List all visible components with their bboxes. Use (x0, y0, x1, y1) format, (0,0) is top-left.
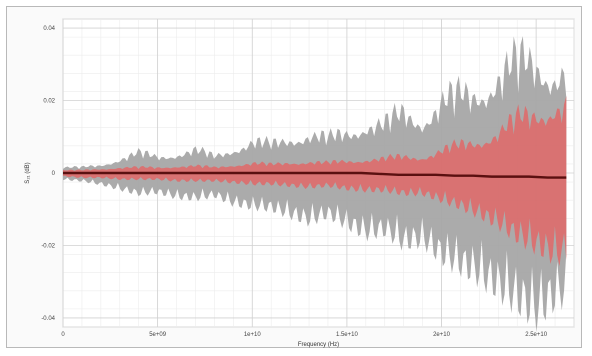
y-tick-label: -0.04 (41, 316, 55, 322)
y-tick-label: 0.04 (43, 26, 55, 32)
chart-svg: 0 5e+09 1e+10 1.5e+10 2e+10 2.5e+10 0.04 0.02 0 -… (25, 18, 575, 348)
x-tick-label: 2.5e+10 (525, 332, 548, 338)
series-band-1 (63, 95, 567, 267)
y-axis-title: S₂₁ (dB) (25, 162, 31, 183)
series-line-2 (63, 171, 567, 179)
y-tick-label: -0.02 (41, 243, 55, 249)
y-tick-label: 0.02 (43, 99, 55, 105)
chart-frame: 0 5e+09 1e+10 1.5e+10 2e+10 2.5e+10 0.04 0.02 0 -… (6, 6, 582, 348)
x-axis-title: Frequency (Hz) (298, 342, 339, 348)
x-tick-label: 1e+10 (244, 332, 262, 338)
y-tick-label: 0 (52, 171, 56, 177)
x-tick-label: 5e+09 (149, 332, 167, 338)
x-tick-label: 1.5e+10 (336, 332, 359, 338)
x-tick-label: 2e+10 (433, 332, 451, 338)
x-tick-label: 0 (61, 332, 65, 338)
series-layer (63, 36, 567, 332)
tick-labels: 0 5e+09 1e+10 1.5e+10 2e+10 2.5e+10 0.04 0.02 0 -… (41, 26, 547, 338)
